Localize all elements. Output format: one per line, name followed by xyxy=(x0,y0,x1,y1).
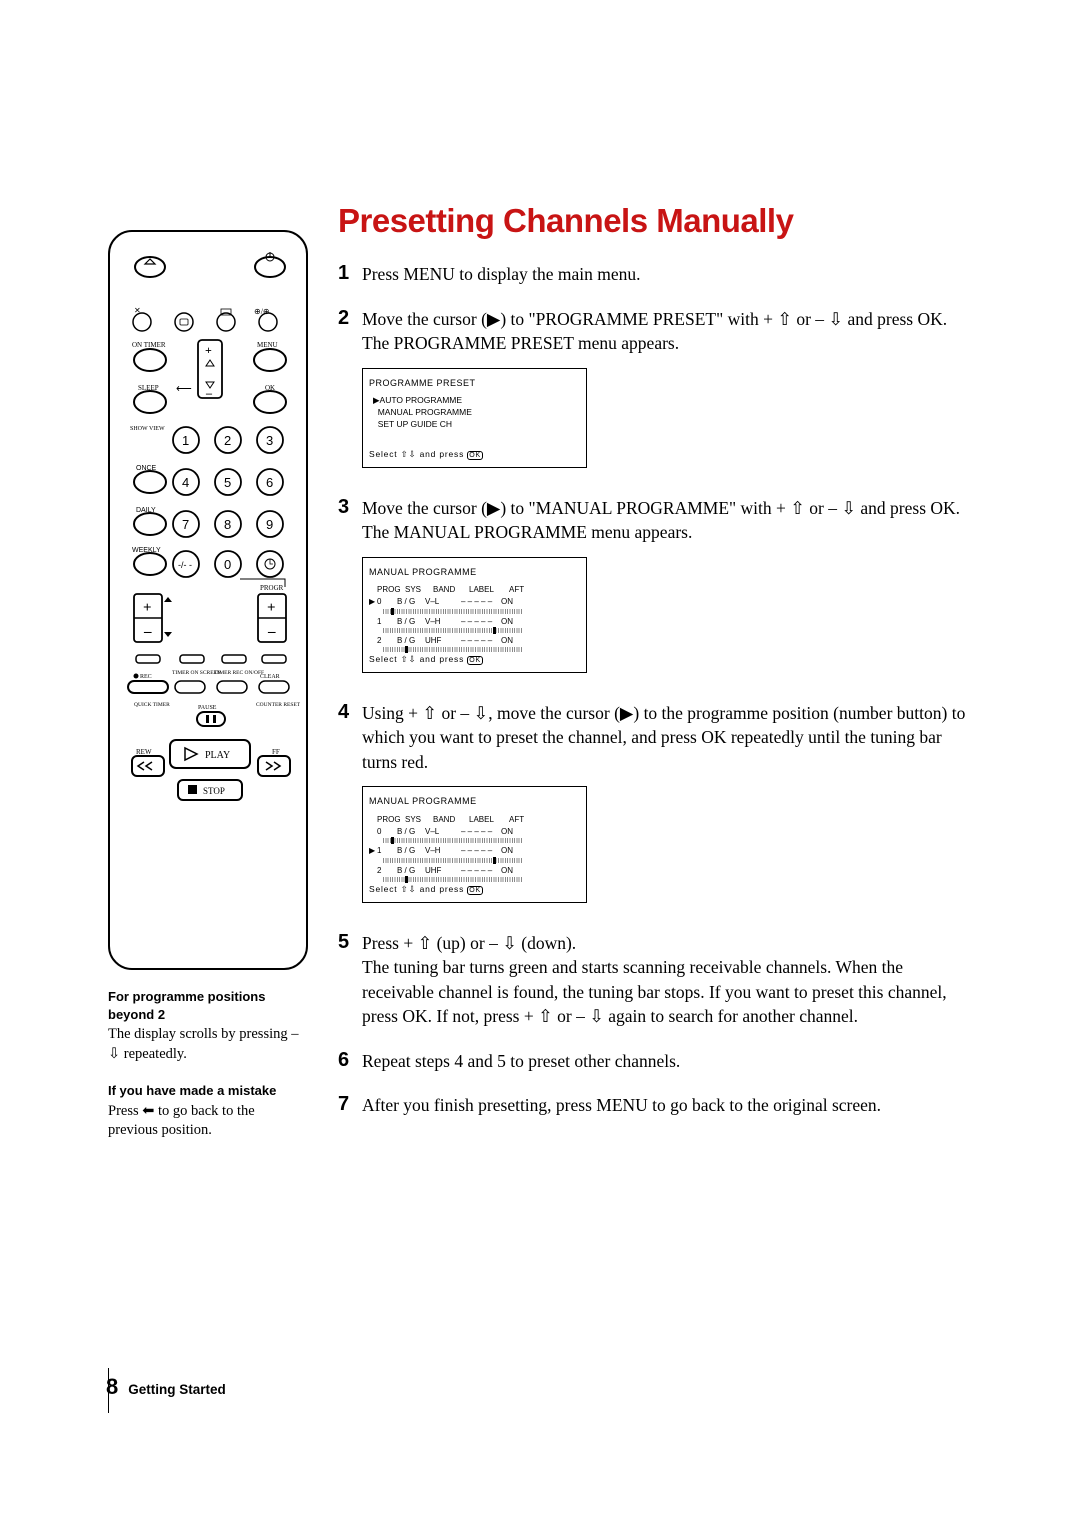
step-number: 4 xyxy=(338,701,362,724)
step-5: 5 Press + ⇧ (up) or – ⇩ (down). The tuni… xyxy=(338,931,973,1029)
table-row: 2B / GUHF– – – – –ON xyxy=(369,865,580,876)
step-4: 4 Using + ⇧ or – ⇩, move the cursor (▶) … xyxy=(338,701,973,911)
table-row: 2B / GUHF– – – – –ON xyxy=(369,635,580,646)
step-line: The MANUAL PROGRAMME menu appears. xyxy=(362,520,973,545)
svg-text:–: – xyxy=(267,624,276,640)
page-title: Presetting Channels Manually xyxy=(338,202,973,240)
page-number: 8 xyxy=(106,1374,118,1400)
svg-text:✕: ✕ xyxy=(134,306,141,315)
svg-text:REW: REW xyxy=(136,748,152,756)
step-line: The tuning bar turns green and starts sc… xyxy=(362,955,973,1029)
step-number: 1 xyxy=(338,262,362,285)
manual-programme-menu-2: MANUAL PROGRAMME PROG SYS BAND LABEL AFT… xyxy=(362,786,587,902)
step-line: Using + ⇧ or – ⇩, move the cursor (▶) to… xyxy=(362,701,973,775)
svg-text:⟵: ⟵ xyxy=(176,383,192,395)
svg-text:7: 7 xyxy=(182,517,189,532)
step-text: After you finish presetting, press MENU … xyxy=(362,1093,973,1118)
svg-text:COUNTER RESET: COUNTER RESET xyxy=(256,702,301,708)
svg-text:6: 6 xyxy=(266,475,273,490)
svg-text:0: 0 xyxy=(224,557,231,572)
svg-text:CLEAR: CLEAR xyxy=(260,674,280,680)
step-number: 5 xyxy=(338,931,362,954)
manual-programme-menu-1: MANUAL PROGRAMME PROG SYS BAND LABEL AFT… xyxy=(362,557,587,673)
svg-text:9: 9 xyxy=(266,517,273,532)
step-number: 3 xyxy=(338,496,362,519)
svg-text:–: – xyxy=(205,386,213,400)
show-view-label: SHOW VIEW xyxy=(130,426,165,432)
note-text: The display scrolls by pressing – ⇩ repe… xyxy=(108,1025,308,1064)
section-label: Getting Started xyxy=(128,1382,226,1397)
note-title: If you have made a mistake xyxy=(108,1082,308,1100)
note-text: Press ⬅ to go back to the previous posit… xyxy=(108,1102,308,1141)
menu-item: SET UP GUIDE CH xyxy=(373,419,580,431)
on-timer-label: ON TIMER xyxy=(132,341,166,349)
table-row: ▶1B / GV–H– – – – –ON xyxy=(369,845,580,856)
svg-text:+: + xyxy=(143,600,152,616)
step-text: Repeat steps 4 and 5 to preset other cha… xyxy=(362,1049,973,1074)
menu-title: PROGRAMME PRESET xyxy=(369,377,580,390)
step-text: Press MENU to display the main menu. xyxy=(362,262,973,287)
svg-text:TIMER REC ON/OFF: TIMER REC ON/OFF xyxy=(214,670,264,676)
menu-footer: Select ⇧⇩ and press OK xyxy=(369,884,580,896)
step-number: 6 xyxy=(338,1049,362,1072)
step-line: Move the cursor (▶) to "MANUAL PROGRAMME… xyxy=(362,496,973,521)
svg-text:+: + xyxy=(205,343,212,357)
step-2: 2 Move the cursor (▶) to "PROGRAMME PRES… xyxy=(338,307,973,476)
step-line: Move the cursor (▶) to "PROGRAMME PRESET… xyxy=(362,307,973,332)
svg-text:8: 8 xyxy=(224,517,231,532)
remote-control-diagram: ✕ ⊕/⊕ ON TIMER MENU + – xyxy=(108,230,308,970)
note-title: For programme positions beyond 2 xyxy=(108,988,308,1023)
note-beyond-2: For programme positions beyond 2 The dis… xyxy=(108,988,308,1064)
svg-text:STOP: STOP xyxy=(203,786,225,796)
svg-text:⊕/⊕: ⊕/⊕ xyxy=(254,307,270,316)
svg-text:PLAY: PLAY xyxy=(205,750,230,761)
page-footer: 8 Getting Started xyxy=(108,1374,226,1400)
tuning-bar xyxy=(383,647,523,652)
menu-title: MANUAL PROGRAMME xyxy=(369,795,580,808)
menu-item: MANUAL PROGRAMME xyxy=(373,407,580,419)
svg-text:2: 2 xyxy=(224,433,231,448)
svg-text:PAUSE: PAUSE xyxy=(198,705,217,711)
step-6: 6 Repeat steps 4 and 5 to preset other c… xyxy=(338,1049,973,1074)
menu-item: ▶AUTO PROGRAMME xyxy=(373,395,580,407)
menu-footer: Select ⇧⇩ and press OK xyxy=(369,449,580,461)
tuning-bar xyxy=(383,877,523,882)
table-row: 1B / GV–H– – – – –ON xyxy=(369,616,580,627)
table-row: ▶0B / GV–L– – – – –ON xyxy=(369,596,580,607)
step-line: Press + ⇧ (up) or – ⇩ (down). xyxy=(362,931,973,956)
tuning-bar xyxy=(383,609,523,614)
step-line: The PROGRAMME PRESET menu appears. xyxy=(362,331,973,356)
step-3: 3 Move the cursor (▶) to "MANUAL PROGRAM… xyxy=(338,496,973,681)
svg-text:–: – xyxy=(143,624,152,640)
svg-text:1: 1 xyxy=(182,433,189,448)
step-number: 2 xyxy=(338,307,362,330)
tuning-bar xyxy=(383,838,523,843)
progr-label: PROGR xyxy=(260,584,284,592)
svg-text:4: 4 xyxy=(182,475,189,490)
rec-label: REC xyxy=(140,674,152,680)
svg-text:QUICK TIMER: QUICK TIMER xyxy=(134,702,170,708)
step-7: 7 After you finish presetting, press MEN… xyxy=(338,1093,973,1118)
svg-text:+: + xyxy=(267,600,276,616)
menu-label: MENU xyxy=(257,341,278,349)
step-number: 7 xyxy=(338,1093,362,1116)
note-mistake: If you have made a mistake Press ⬅ to go… xyxy=(108,1082,308,1141)
tuning-bar xyxy=(383,628,523,633)
menu-title: MANUAL PROGRAMME xyxy=(369,566,580,579)
tuning-bar xyxy=(383,858,523,863)
menu-footer: Select ⇧⇩ and press OK xyxy=(369,654,580,666)
svg-text:5: 5 xyxy=(224,475,231,490)
table-row: 0B / GV–L– – – – –ON xyxy=(369,826,580,837)
programme-preset-menu: PROGRAMME PRESET ▶AUTO PROGRAMME MANUAL … xyxy=(362,368,587,468)
step-1: 1 Press MENU to display the main menu. xyxy=(338,262,973,287)
svg-text:FF: FF xyxy=(272,748,280,756)
svg-text:-/- -: -/- - xyxy=(178,560,192,570)
svg-text:3: 3 xyxy=(266,433,273,448)
